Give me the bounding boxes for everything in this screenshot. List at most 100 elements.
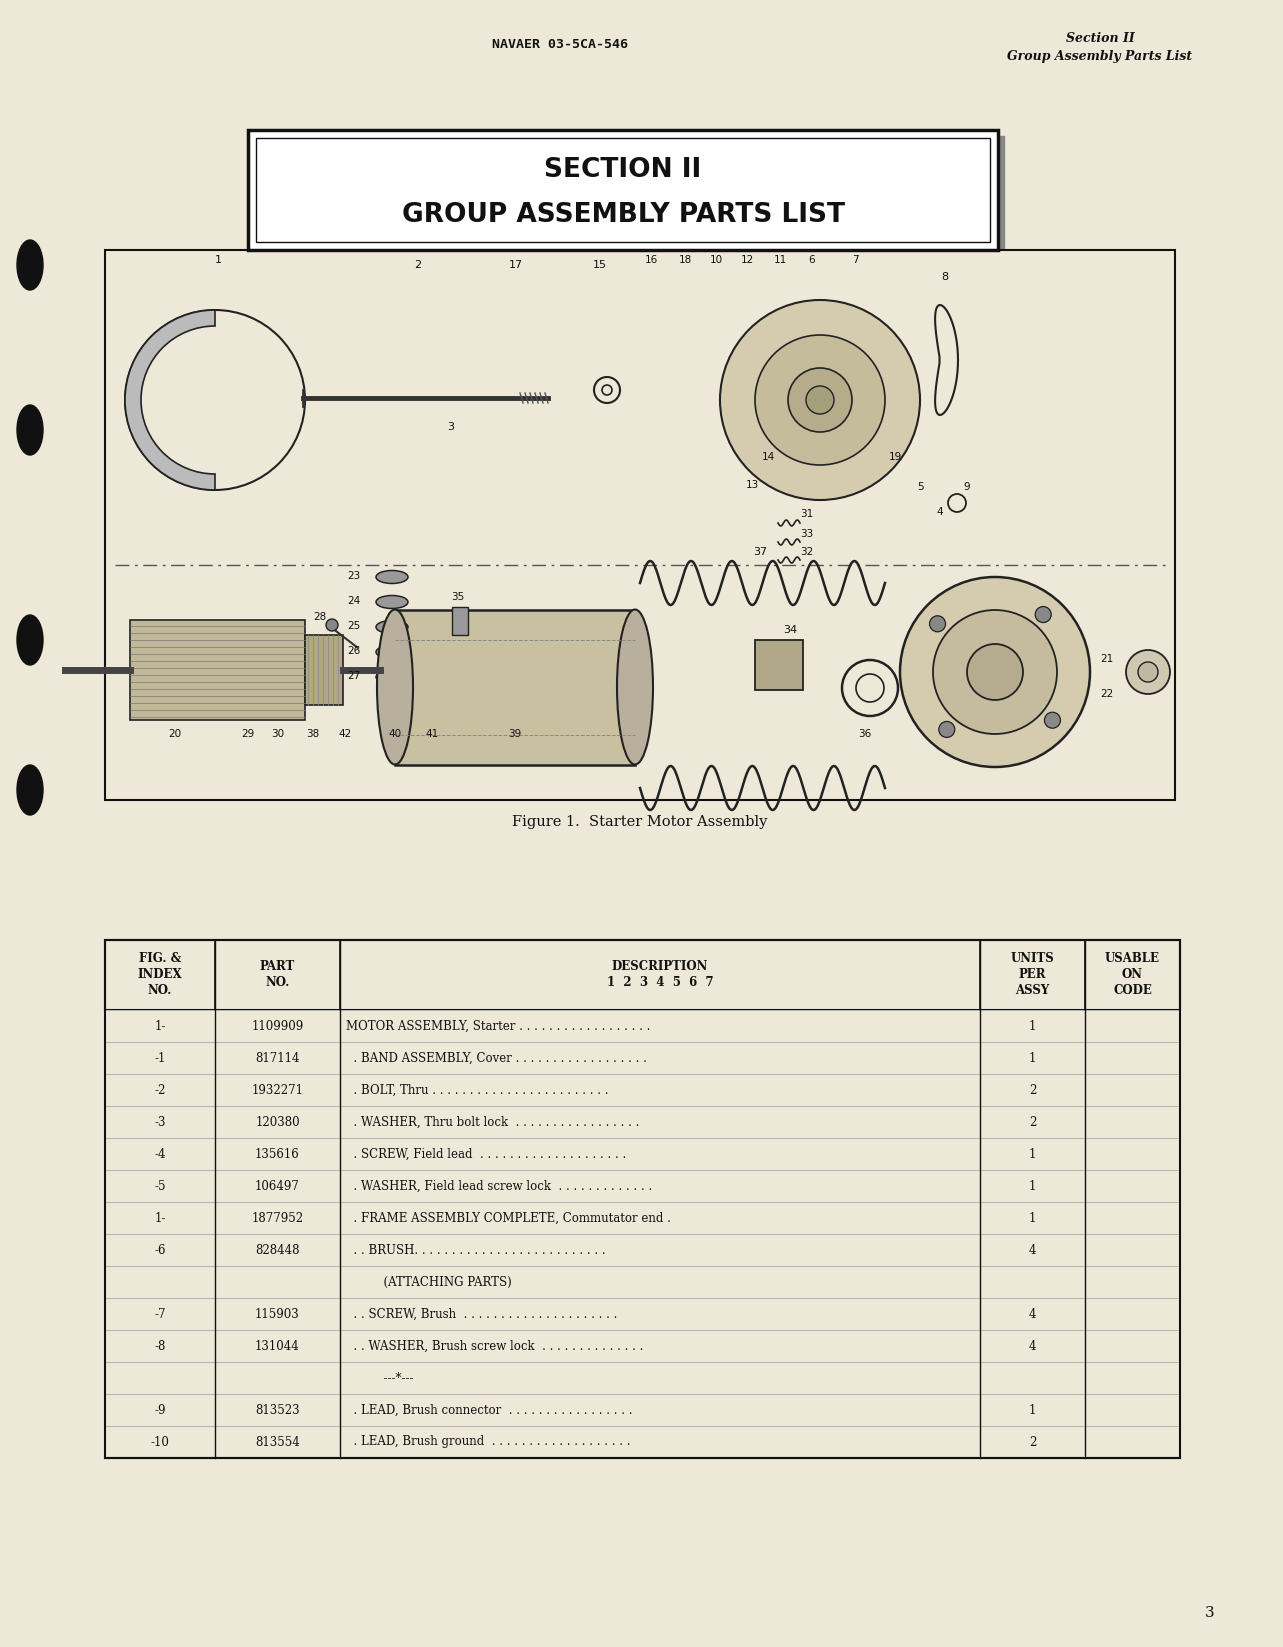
Text: 4: 4 — [1029, 1308, 1037, 1321]
Bar — [248, 130, 998, 250]
Circle shape — [899, 576, 1091, 768]
Text: 2: 2 — [1029, 1115, 1037, 1128]
Circle shape — [930, 616, 946, 632]
Text: 41: 41 — [426, 730, 439, 740]
Text: 20: 20 — [168, 730, 182, 740]
Text: 38: 38 — [307, 730, 319, 740]
Text: Group Assembly Parts List: Group Assembly Parts List — [1007, 49, 1193, 63]
Ellipse shape — [17, 764, 44, 815]
Ellipse shape — [17, 405, 44, 455]
Text: 4: 4 — [937, 507, 943, 517]
Text: . . WASHER, Brush screw lock  . . . . . . . . . . . . . .: . . WASHER, Brush screw lock . . . . . .… — [346, 1339, 643, 1352]
Bar — [105, 1138, 1180, 1169]
Text: 6: 6 — [808, 255, 815, 265]
Text: 2: 2 — [414, 260, 422, 270]
Wedge shape — [124, 310, 216, 491]
Text: 13: 13 — [745, 479, 758, 491]
Text: 22: 22 — [1100, 688, 1114, 698]
Text: . FRAME ASSEMBLY COMPLETE, Commutator end .: . FRAME ASSEMBLY COMPLETE, Commutator en… — [346, 1212, 671, 1224]
Text: -4: -4 — [154, 1148, 166, 1161]
Text: -6: -6 — [154, 1243, 166, 1257]
Text: UNITS
PER
ASSY: UNITS PER ASSY — [1011, 952, 1055, 998]
Text: . . BRUSH. . . . . . . . . . . . . . . . . . . . . . . . . .: . . BRUSH. . . . . . . . . . . . . . . .… — [346, 1243, 606, 1257]
Text: 34: 34 — [783, 624, 797, 636]
Text: 2: 2 — [1029, 1084, 1037, 1097]
Text: 1: 1 — [214, 255, 222, 265]
Bar — [105, 1426, 1180, 1458]
Text: . LEAD, Brush ground  . . . . . . . . . . . . . . . . . . .: . LEAD, Brush ground . . . . . . . . . .… — [346, 1436, 630, 1448]
Text: 3: 3 — [1205, 1606, 1215, 1621]
Text: 1: 1 — [1029, 1019, 1037, 1033]
Ellipse shape — [376, 670, 408, 684]
Bar — [105, 940, 1180, 1458]
Circle shape — [939, 721, 955, 738]
Text: . BAND ASSEMBLY, Cover . . . . . . . . . . . . . . . . . .: . BAND ASSEMBLY, Cover . . . . . . . . .… — [346, 1051, 647, 1064]
Text: -10: -10 — [150, 1436, 169, 1448]
Circle shape — [967, 644, 1023, 700]
Text: 16: 16 — [644, 255, 658, 265]
Text: . WASHER, Thru bolt lock  . . . . . . . . . . . . . . . . .: . WASHER, Thru bolt lock . . . . . . . .… — [346, 1115, 639, 1128]
Ellipse shape — [376, 570, 408, 583]
Text: 8: 8 — [942, 272, 948, 282]
Text: DESCRIPTION
1  2  3  4  5  6  7: DESCRIPTION 1 2 3 4 5 6 7 — [607, 960, 713, 990]
Text: 29: 29 — [241, 730, 254, 740]
Text: PART
NO.: PART NO. — [260, 960, 295, 990]
Text: USABLE
ON
CODE: USABLE ON CODE — [1105, 952, 1160, 998]
Text: 1: 1 — [1029, 1051, 1037, 1064]
Text: -7: -7 — [154, 1308, 166, 1321]
Text: 106497: 106497 — [255, 1179, 300, 1192]
Text: 25: 25 — [348, 621, 361, 631]
Text: 30: 30 — [272, 730, 285, 740]
Text: -3: -3 — [154, 1115, 166, 1128]
Circle shape — [1044, 712, 1061, 728]
Text: 1: 1 — [1029, 1212, 1037, 1224]
Text: . WASHER, Field lead screw lock  . . . . . . . . . . . . .: . WASHER, Field lead screw lock . . . . … — [346, 1179, 652, 1192]
Text: -5: -5 — [154, 1179, 166, 1192]
Text: 27: 27 — [348, 670, 361, 680]
Text: 1-: 1- — [154, 1212, 166, 1224]
Text: 42: 42 — [339, 730, 352, 740]
Text: 5: 5 — [916, 483, 924, 492]
Text: 7: 7 — [852, 255, 858, 265]
Ellipse shape — [617, 609, 653, 764]
Circle shape — [754, 334, 885, 464]
Text: 24: 24 — [348, 596, 361, 606]
Bar — [254, 137, 1005, 255]
Text: 3: 3 — [448, 422, 454, 432]
Text: 1-: 1- — [154, 1019, 166, 1033]
Bar — [105, 1267, 1180, 1298]
Bar — [257, 138, 990, 242]
Bar — [105, 1010, 1180, 1043]
Text: 131044: 131044 — [255, 1339, 300, 1352]
Text: 17: 17 — [509, 260, 523, 270]
Bar — [105, 1074, 1180, 1107]
Bar — [105, 1331, 1180, 1362]
Text: Section II: Section II — [1066, 31, 1134, 44]
Text: 1: 1 — [1029, 1148, 1037, 1161]
Bar — [105, 1107, 1180, 1138]
Text: 19: 19 — [888, 451, 902, 463]
Text: 817114: 817114 — [255, 1051, 300, 1064]
Bar — [105, 1393, 1180, 1426]
Text: 1932271: 1932271 — [251, 1084, 304, 1097]
Text: 39: 39 — [508, 730, 522, 740]
Bar — [105, 1169, 1180, 1202]
Text: MOTOR ASSEMBLY, Starter . . . . . . . . . . . . . . . . . .: MOTOR ASSEMBLY, Starter . . . . . . . . … — [346, 1019, 650, 1033]
Text: 18: 18 — [679, 255, 692, 265]
Text: -1: -1 — [154, 1051, 166, 1064]
Text: 37: 37 — [753, 547, 767, 557]
Bar — [395, 609, 635, 764]
Text: 9: 9 — [964, 483, 970, 492]
Text: 32: 32 — [801, 547, 813, 557]
Text: 135616: 135616 — [255, 1148, 300, 1161]
Text: -2: -2 — [154, 1084, 166, 1097]
Text: 120380: 120380 — [255, 1115, 300, 1128]
Text: (ATTACHING PARTS): (ATTACHING PARTS) — [346, 1275, 512, 1288]
Text: 35: 35 — [452, 591, 464, 603]
Bar — [105, 1234, 1180, 1267]
Text: ---*---: ---*--- — [346, 1372, 413, 1385]
Bar — [754, 641, 803, 690]
Text: 14: 14 — [761, 451, 775, 463]
Ellipse shape — [376, 621, 408, 634]
Text: -9: -9 — [154, 1403, 166, 1416]
